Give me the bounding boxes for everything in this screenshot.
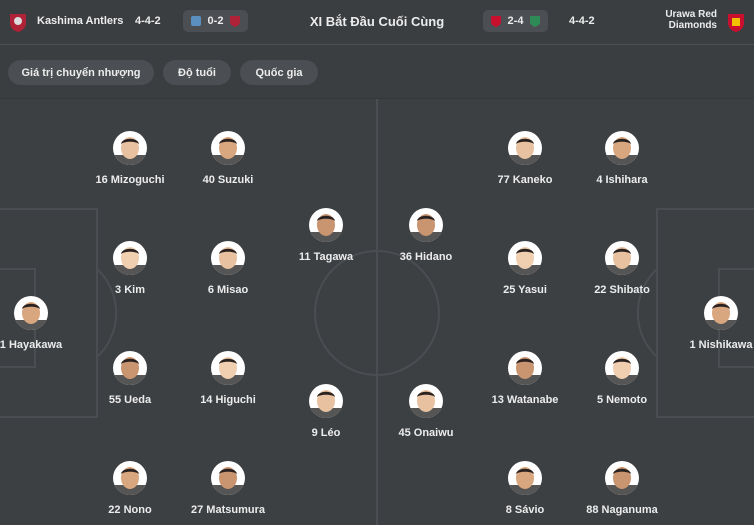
tab[interactable]: Giá trị chuyển nhượng xyxy=(8,60,154,85)
away-formation: 4-4-2 xyxy=(569,15,595,27)
face xyxy=(508,247,542,275)
face xyxy=(211,247,245,275)
home-last-match[interactable]: 0-2 xyxy=(183,10,248,32)
score: 0-2 xyxy=(207,15,224,27)
player-label: 6 Misao xyxy=(207,284,249,296)
face xyxy=(508,137,542,165)
player-label: 45 Onaiwu xyxy=(398,427,454,439)
player-label: 3 Kim xyxy=(115,284,145,296)
away-logo xyxy=(728,14,744,32)
icon xyxy=(490,16,501,27)
player-avatar[interactable] xyxy=(309,208,343,242)
home-formation: 4-4-2 xyxy=(135,15,161,27)
player-label: 77 Kaneko xyxy=(497,174,553,186)
away-last-match[interactable]: 2-4 xyxy=(483,10,548,32)
player-avatar[interactable] xyxy=(605,351,639,385)
face xyxy=(508,357,542,385)
player-avatar[interactable] xyxy=(409,384,443,418)
face xyxy=(211,467,245,495)
face xyxy=(211,357,245,385)
player-label: 8 Sávio xyxy=(505,504,545,516)
player-label: 1 Nishikawa xyxy=(689,339,753,351)
icon xyxy=(230,16,241,27)
icon xyxy=(530,16,541,27)
player-avatar[interactable] xyxy=(211,351,245,385)
tab[interactable]: Độ tuổi xyxy=(163,60,231,85)
face xyxy=(113,137,147,165)
player-label: 55 Ueda xyxy=(108,394,152,406)
face xyxy=(409,214,443,242)
face xyxy=(14,302,48,330)
player-label: 27 Matsumura xyxy=(191,504,265,516)
player-label: 14 Higuchi xyxy=(200,394,256,406)
player-avatar[interactable] xyxy=(605,241,639,275)
tab[interactable]: Quốc gia xyxy=(240,60,318,85)
player-avatar[interactable] xyxy=(605,461,639,495)
title: XI Bắt Đầu Cuối Cùng xyxy=(309,14,445,29)
face xyxy=(309,214,343,242)
face xyxy=(605,357,639,385)
player-label: 5 Nemoto xyxy=(596,394,648,406)
home-logo xyxy=(10,14,26,32)
player-avatar[interactable] xyxy=(508,131,542,165)
pitch-lines xyxy=(0,99,754,525)
player-avatar[interactable] xyxy=(508,241,542,275)
player-label: 22 Shibato xyxy=(594,284,650,296)
player-avatar[interactable] xyxy=(113,131,147,165)
player-label: 13 Watanabe xyxy=(491,394,559,406)
pitch: 16 Mizoguchi 40 Suzuki 11 Tagawa 3 Kim 6 Mis… xyxy=(0,98,754,525)
home-name: Kashima Antlers xyxy=(37,15,124,27)
player-avatar[interactable] xyxy=(508,351,542,385)
face xyxy=(605,137,639,165)
player-label: 9 Léo xyxy=(311,427,341,439)
face xyxy=(211,137,245,165)
score: 2-4 xyxy=(507,15,524,27)
player-avatar[interactable] xyxy=(309,384,343,418)
player-avatar[interactable] xyxy=(14,296,48,330)
player-avatar[interactable] xyxy=(211,461,245,495)
player-avatar[interactable] xyxy=(113,351,147,385)
player-avatar[interactable] xyxy=(211,131,245,165)
player-avatar[interactable] xyxy=(704,296,738,330)
player-avatar[interactable] xyxy=(409,208,443,242)
player-avatar[interactable] xyxy=(113,241,147,275)
player-label: 16 Mizoguchi xyxy=(95,174,165,186)
face xyxy=(704,302,738,330)
face xyxy=(113,357,147,385)
face xyxy=(113,247,147,275)
player-label: 1 Hayakawa xyxy=(0,339,63,351)
player-label: 25 Yasui xyxy=(503,284,547,296)
player-avatar[interactable] xyxy=(113,461,147,495)
player-avatar[interactable] xyxy=(605,131,639,165)
away-name: Urawa Red Diamonds xyxy=(665,9,717,31)
icon xyxy=(190,16,201,26)
face xyxy=(605,467,639,495)
face xyxy=(409,390,443,418)
player-label: 88 Naganuma xyxy=(586,504,658,516)
player-avatar[interactable] xyxy=(508,461,542,495)
player-label: 11 Tagawa xyxy=(298,251,354,263)
face xyxy=(309,390,343,418)
player-label: 4 Ishihara xyxy=(596,174,648,186)
player-label: 40 Suzuki xyxy=(202,174,254,186)
player-avatar[interactable] xyxy=(211,241,245,275)
header: Kashima Antlers 4-4-2 0-2 XI Bắt Đầu Cuố… xyxy=(0,0,754,45)
face xyxy=(113,467,147,495)
face xyxy=(508,467,542,495)
player-label: 36 Hidano xyxy=(399,251,453,263)
player-label: 22 Nono xyxy=(108,504,152,516)
face xyxy=(605,247,639,275)
